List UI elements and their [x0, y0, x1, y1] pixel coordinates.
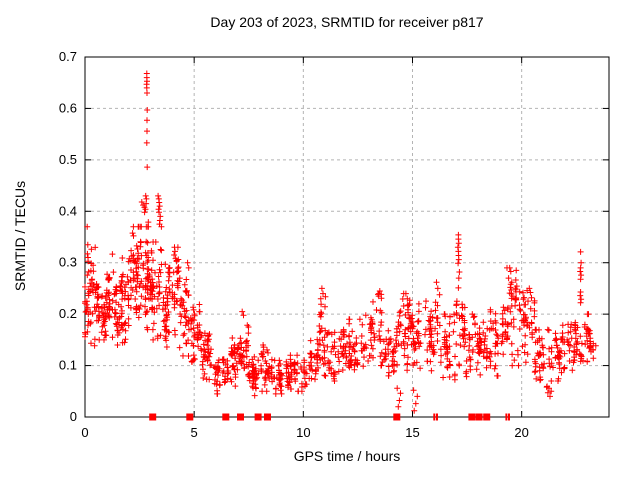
- baseline-square-mark: [149, 413, 157, 421]
- y-tick-label: 0.3: [59, 255, 77, 270]
- baseline-square-mark: [222, 413, 230, 421]
- baseline-square-mark: [393, 413, 401, 421]
- baseline-square-mark: [264, 413, 271, 421]
- baseline-square-mark: [483, 413, 491, 421]
- baseline-square-mark: [237, 413, 244, 421]
- baseline-square-mark: [186, 413, 194, 421]
- baseline-square-mark: [475, 413, 483, 421]
- y-tick-label: 0.6: [59, 100, 77, 115]
- x-tick-label: 15: [405, 425, 419, 440]
- x-axis-label: GPS time / hours: [293, 448, 401, 464]
- baseline-thin-mark: [508, 413, 510, 421]
- x-tick-label: 5: [191, 425, 198, 440]
- scatter-points: [82, 70, 599, 414]
- x-tick-label: 0: [81, 425, 88, 440]
- baseline-square-mark: [468, 413, 476, 421]
- baseline-thin-mark: [433, 413, 436, 421]
- y-tick-label: 0.7: [59, 49, 77, 64]
- x-tick-label: 20: [514, 425, 528, 440]
- y-tick-label: 0.1: [59, 358, 77, 373]
- y-tick-label: 0.5: [59, 152, 77, 167]
- y-tick-label: 0.4: [59, 203, 77, 218]
- y-tick-label: 0.2: [59, 306, 77, 321]
- baseline-thin-mark: [505, 413, 508, 421]
- y-tick-label: 0: [70, 409, 77, 424]
- chart-title: Day 203 of 2023, SRMTID for receiver p81…: [210, 14, 484, 30]
- baseline-square-mark: [254, 413, 262, 421]
- x-tick-label: 10: [296, 425, 310, 440]
- y-axis-label: SRMTID / TECUs: [12, 180, 28, 292]
- baseline-thin-mark: [436, 413, 438, 421]
- plot-border: [84, 56, 610, 418]
